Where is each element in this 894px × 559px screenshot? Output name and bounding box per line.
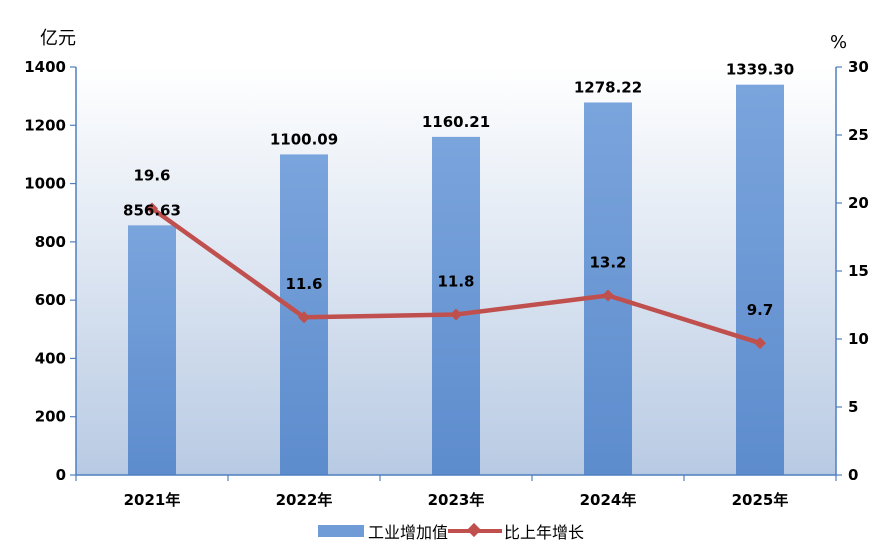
line-marker-2 <box>450 308 462 321</box>
left-tick-label-1: 200 <box>35 408 66 426</box>
right-tick-label-5: 25 <box>848 126 869 144</box>
line-series <box>146 202 766 350</box>
x-tick-label-1: 2022年 <box>276 491 333 509</box>
right-tick-label-6: 30 <box>848 58 869 76</box>
left-tick-label-6: 1200 <box>24 116 66 134</box>
left-tick-label-5: 1000 <box>24 175 66 193</box>
left-tick-label-7: 1400 <box>24 58 66 76</box>
line-label-0: 19.6 <box>133 166 170 184</box>
right-axis-unit: % <box>830 32 847 53</box>
left-tick-label-3: 600 <box>35 291 66 309</box>
left-tick-label-0: 0 <box>56 466 66 484</box>
line-label-1: 11.6 <box>285 275 322 293</box>
bar-0 <box>128 225 176 475</box>
x-tick-label-4: 2025年 <box>732 491 789 509</box>
line-marker-0 <box>146 202 158 215</box>
right-tick-label-1: 5 <box>848 398 858 416</box>
x-tick-label-2: 2023年 <box>428 491 485 509</box>
line-label-3: 13.2 <box>589 253 626 271</box>
legend: 工业增加值 比上年增长 <box>318 519 584 543</box>
bar-series <box>128 84 784 476</box>
legend-bar-swatch <box>318 525 364 537</box>
data-labels: 856.63 1100.09 1160.21 1278.22 1339.30 19.6 11… <box>123 61 794 319</box>
right-tick-label-0: 0 <box>848 466 858 484</box>
x-tick-label-3: 2024年 <box>580 491 637 509</box>
right-tick-label-3: 15 <box>848 262 869 280</box>
bar-label-3: 1278.22 <box>574 78 642 96</box>
left-tick-label-2: 400 <box>35 349 66 367</box>
left-tick-label-4: 800 <box>35 233 66 251</box>
bar-label-1: 1100.09 <box>270 130 338 148</box>
legend-item-line: 比上年增长 <box>448 519 584 543</box>
legend-line-swatch <box>448 524 503 538</box>
right-tick-label-4: 20 <box>848 194 869 212</box>
bar-label-2: 1160.21 <box>422 113 490 131</box>
bar-label-0: 856.63 <box>123 201 181 219</box>
line-marker-3 <box>602 289 614 302</box>
x-tick-label-0: 2021年 <box>124 491 181 509</box>
legend-item-bar: 工业增加值 <box>318 519 448 543</box>
legend-line-label: 比上年增长 <box>504 523 585 542</box>
axes: 0 200 400 600 800 1000 1200 1400 0 5 10 15 20 25 30 202… <box>24 28 869 509</box>
legend-bar-label: 工业增加值 <box>368 523 449 542</box>
line-label-2: 11.8 <box>437 273 474 291</box>
bar-4 <box>736 84 784 476</box>
line-label-4: 9.7 <box>747 301 774 319</box>
line-marker-4 <box>754 337 766 350</box>
line-marker-1 <box>298 311 310 324</box>
left-axis-unit: 亿元 <box>40 28 76 49</box>
right-tick-label-2: 10 <box>848 330 869 348</box>
bar-2 <box>432 136 480 475</box>
bar-label-4: 1339.30 <box>726 61 794 79</box>
bar-3 <box>584 102 632 475</box>
